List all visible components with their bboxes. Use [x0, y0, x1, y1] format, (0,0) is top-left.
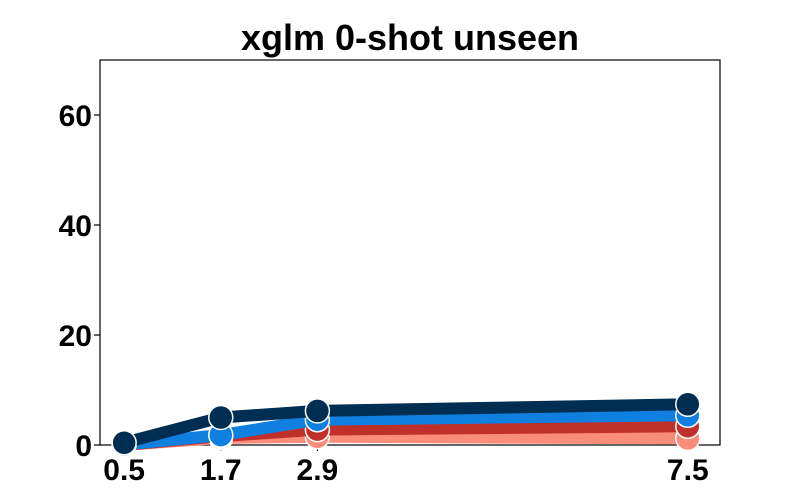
x-tick-label: 7.5 [667, 454, 709, 487]
series-line-3 [118, 398, 694, 449]
y-tick-label: 60 [59, 100, 92, 133]
series-line-2 [118, 409, 694, 451]
y-tick-label: 0 [75, 430, 92, 463]
series-3-point [304, 398, 331, 424]
plot-area-frame [99, 59, 721, 446]
x-tick-label: 0.5 [103, 454, 145, 487]
series-3-point [675, 391, 701, 418]
series-3-point [208, 404, 234, 431]
y-tick-label: 40 [59, 210, 92, 243]
x-tick-label: 1.7 [200, 454, 242, 487]
x-tick-label: 2.9 [297, 454, 339, 487]
series-3-point [111, 430, 137, 456]
x-axis: 0.5 1.7 2.9 7.5 [103, 445, 709, 487]
series-layer [111, 391, 701, 458]
y-tick-label: 20 [59, 320, 92, 353]
y-axis: 0 20 40 60 [59, 100, 100, 463]
chart-title: xglm 0-shot unseen [241, 17, 579, 58]
